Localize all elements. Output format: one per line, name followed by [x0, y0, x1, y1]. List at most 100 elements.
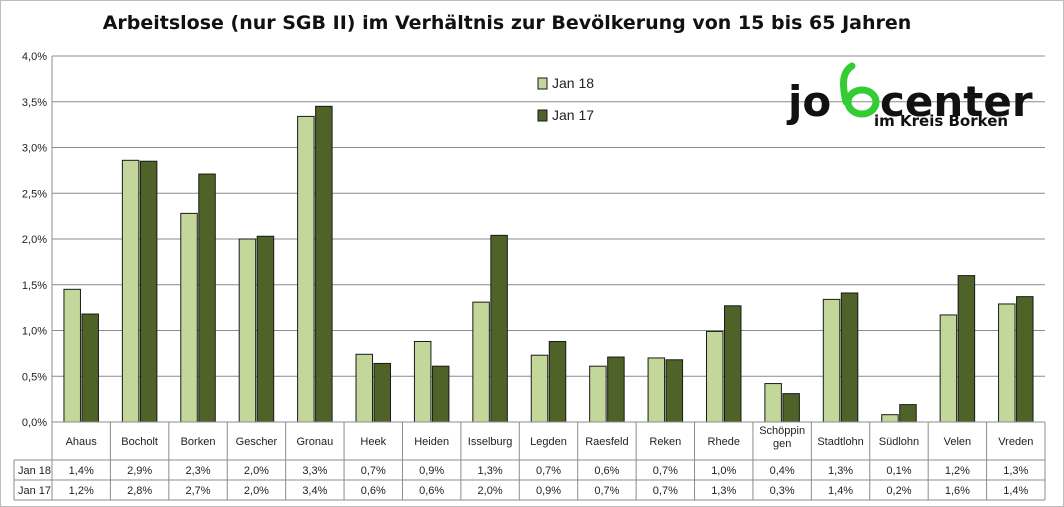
data-label: 0,4% — [770, 465, 795, 477]
data-label: 0,3% — [770, 485, 795, 497]
data-label: 0,7% — [653, 485, 678, 497]
gridlines — [51, 55, 1045, 423]
data-label: 2,0% — [244, 465, 269, 477]
data-label: 3,4% — [302, 485, 327, 497]
logo-text-center: center — [880, 77, 1033, 126]
x-tick-label: Gescher — [236, 436, 278, 448]
x-tick-label: Velen — [944, 436, 972, 448]
y-tick-label: 2,0% — [22, 234, 47, 246]
data-label: 1,0% — [711, 465, 736, 477]
data-label: 0,6% — [594, 465, 619, 477]
bar — [355, 353, 374, 423]
x-tick-label: Rhede — [708, 436, 740, 448]
data-label: 1,3% — [478, 465, 503, 477]
logo-text-jo: jo — [786, 77, 831, 126]
data-label: 2,3% — [185, 465, 210, 477]
bar — [840, 292, 859, 423]
bar — [607, 356, 625, 423]
jobcenter-logo: jo center im Kreis Borken — [786, 62, 1033, 130]
x-tick-label: Raesfeld — [585, 436, 628, 448]
bar — [121, 159, 140, 423]
legend-swatch — [537, 77, 548, 90]
data-label: 0,6% — [419, 485, 444, 497]
bar — [665, 359, 684, 423]
bar — [63, 288, 81, 423]
data-label: 0,7% — [594, 485, 619, 497]
bar — [647, 357, 666, 423]
data-label: 1,2% — [945, 465, 970, 477]
data-label: 1,2% — [69, 485, 94, 497]
legend-label: Jan 18 — [552, 75, 594, 91]
bar — [939, 314, 958, 423]
bar — [81, 313, 99, 423]
bar — [490, 234, 508, 423]
data-label: 0,9% — [536, 485, 561, 497]
bar — [315, 105, 333, 423]
y-tick-label: 0,5% — [22, 371, 47, 383]
x-tick-label: Gronau — [297, 436, 334, 448]
table-series-name: Jan 18 — [18, 465, 51, 477]
x-tick-label: Heek — [360, 436, 386, 448]
bar — [998, 303, 1016, 423]
bar — [957, 275, 976, 423]
data-label: 1,3% — [1003, 465, 1028, 477]
data-label: 0,7% — [361, 465, 386, 477]
bar — [256, 235, 275, 423]
bar — [723, 305, 742, 423]
data-label: 1,3% — [711, 485, 736, 497]
y-tick-label: 3,0% — [22, 143, 47, 155]
data-label: 3,3% — [302, 465, 327, 477]
data-label: 2,7% — [185, 485, 210, 497]
data-label: 0,1% — [886, 465, 911, 477]
bar — [297, 115, 315, 423]
x-tick-label: Ahaus — [66, 436, 98, 448]
data-label: 0,2% — [886, 485, 911, 497]
bar — [822, 298, 841, 423]
x-tick-label: Legden — [530, 436, 567, 448]
x-tick-label: Borken — [181, 436, 216, 448]
bar — [764, 383, 782, 423]
y-tick-label: 4,0% — [22, 51, 47, 63]
y-axis-ticks: 0,0% 0,5% 1,0% 1,5% 2,0% 2,5% 3,0% 3,5% 4,0% — [22, 51, 47, 429]
x-tick-label: Heiden — [414, 436, 449, 448]
y-tick-label: 3,5% — [22, 97, 47, 109]
bar — [472, 301, 490, 423]
x-tick-label: Südlohn — [879, 436, 919, 448]
data-label: 2,0% — [244, 485, 269, 497]
data-label: 0,7% — [653, 465, 678, 477]
data-table: Ahaus Bocholt Borken Gescher Gronau Heek Heide… — [13, 421, 1046, 501]
y-tick-label: 1,5% — [22, 280, 47, 292]
bar — [413, 340, 432, 423]
data-label: 1,4% — [69, 465, 94, 477]
x-tick-label: Vreden — [998, 436, 1033, 448]
bar — [139, 160, 158, 423]
data-label: 2,0% — [478, 485, 503, 497]
x-tick-label: Bocholt — [121, 436, 158, 448]
data-label: 1,6% — [945, 485, 970, 497]
bar — [589, 365, 607, 423]
table-series-name: Jan 17 — [18, 485, 51, 497]
bar — [238, 238, 257, 423]
bar — [530, 354, 549, 423]
bar — [431, 365, 450, 423]
legend-swatch — [537, 109, 548, 122]
data-label: 0,6% — [361, 485, 386, 497]
bar — [899, 404, 917, 423]
bar — [782, 393, 800, 423]
legend: Jan 18 Jan 17 — [537, 75, 594, 123]
bars — [63, 105, 1034, 423]
x-tick-label: Isselburg — [468, 436, 513, 448]
bar — [705, 330, 724, 423]
data-label: 1,4% — [1003, 485, 1028, 497]
legend-label: Jan 17 — [552, 107, 594, 123]
data-label: 1,4% — [828, 485, 853, 497]
bar — [373, 362, 392, 423]
y-tick-label: 2,5% — [22, 188, 47, 200]
bar — [198, 173, 216, 423]
bar — [180, 212, 198, 423]
data-label: 1,3% — [828, 465, 853, 477]
x-tick-label: Stadtlohn — [817, 436, 863, 448]
y-tick-label: 0,0% — [22, 417, 47, 429]
data-label: 2,9% — [127, 465, 152, 477]
